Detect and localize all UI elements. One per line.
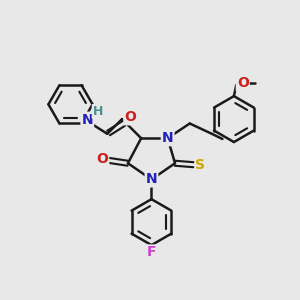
Text: F: F <box>147 245 156 260</box>
Text: S: S <box>195 158 205 172</box>
Text: O: O <box>237 76 249 91</box>
Text: N: N <box>82 113 93 127</box>
Text: O: O <box>124 110 136 124</box>
Text: N: N <box>146 172 157 186</box>
Text: O: O <box>96 152 108 166</box>
Text: H: H <box>93 105 103 118</box>
Text: N: N <box>162 131 173 145</box>
